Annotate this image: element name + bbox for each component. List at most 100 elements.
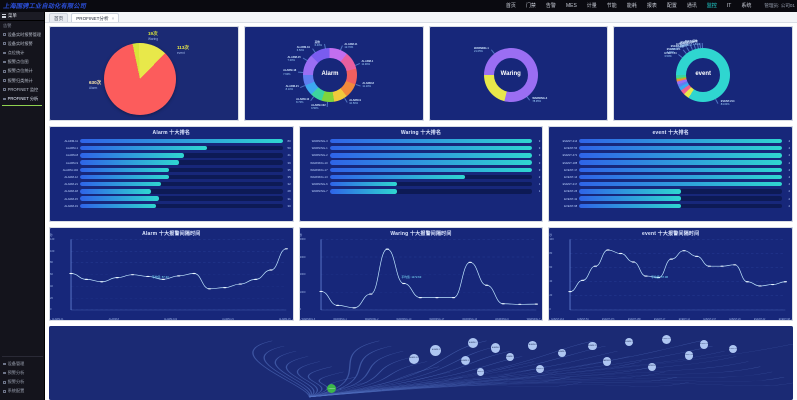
network-node[interactable]: ALARM-19 [625, 338, 634, 347]
bar-value-label: 30 [287, 203, 291, 208]
network-node[interactable]: EVENT-471 [729, 344, 738, 353]
network-node[interactable]: ALARM-15 [587, 341, 597, 351]
bullet-icon [3, 97, 6, 101]
donut-hole [313, 58, 347, 92]
y-axis-unit: 秒 [299, 234, 303, 237]
overall-pie-chart: 19次 Waring 113次 event 630次 Alarm [49, 26, 239, 121]
line-data-point [745, 281, 750, 283]
tab-0[interactable]: 首页 [49, 13, 69, 22]
bar-row: EVENT-14 4 [551, 173, 790, 180]
network-node[interactable]: ALARM-1 [467, 337, 479, 349]
bar-category-label: WARNING-17 [310, 167, 328, 172]
nav-item-4[interactable]: 计量 [586, 3, 597, 9]
sidebar-footer-item-1[interactable]: 预警分析 [0, 368, 45, 377]
waring-top10-title: Waring 十大排名 [400, 129, 442, 136]
network-graph[interactable]: ALARM-1 ALARM-11 ALARM-8 ALARM-9 ALARM-102 AL… [49, 326, 793, 400]
network-node[interactable]: EVENT-188 [684, 351, 694, 360]
nav-item-1[interactable]: 门禁 [525, 3, 536, 9]
close-icon[interactable]: × [111, 16, 115, 21]
donut-slice-label-4: EVENT-17 1.80% [676, 42, 689, 49]
network-node[interactable]: PLC-01 [327, 384, 337, 394]
nav-item-12[interactable]: 系统 [741, 3, 752, 9]
network-node[interactable]: ALARM-9 [528, 340, 537, 350]
sidebar-item-label: 设备实时报警管理 [7, 31, 42, 37]
nav-item-2[interactable]: 告警 [545, 3, 556, 9]
network-node[interactable]: ALARM-18 [558, 348, 567, 357]
nav-item-10[interactable]: 监控 [705, 0, 718, 13]
leader-line-8 [701, 43, 703, 49]
network-node[interactable]: EVENT-17 [536, 364, 545, 373]
bar-fill [329, 146, 533, 151]
nav-item-5[interactable]: 节能 [606, 3, 617, 9]
bar-category-label: WARNING-10 [310, 160, 328, 165]
network-node[interactable]: ALARM-21 [506, 352, 515, 362]
sidebar-item-2[interactable]: 点位统计 [0, 48, 44, 57]
network-node[interactable]: ALARM-102 [408, 353, 419, 364]
bar-category-label: WARNING-13 [310, 175, 328, 180]
network-edge [308, 361, 535, 398]
network-node[interactable]: EVENT-54 [699, 340, 708, 349]
bar-fill [80, 203, 156, 208]
y-tick-label: 100 [50, 249, 55, 253]
bar-category-label: ALARM-8 [65, 153, 78, 158]
nav-item-11[interactable]: IT [726, 3, 732, 9]
network-node[interactable]: ALARM-12 [461, 356, 471, 366]
line-data-point [335, 304, 339, 306]
bar-fill [80, 153, 184, 158]
nav-item-0[interactable]: 首页 [505, 3, 516, 9]
sidebar-item-3[interactable]: 报警点位图 [0, 58, 44, 67]
x-tick-label: EVENT-98 [778, 317, 790, 321]
panel-overall-pie: 19次 Waring 113次 event 630次 Alarm [49, 26, 239, 121]
network-node[interactable]: EVENT-14 [476, 368, 485, 376]
nav-item-8[interactable]: 配置 [666, 3, 677, 9]
sidebar-item-4[interactable]: 报警点位统计 [0, 67, 44, 76]
bar-category-label: ALARM-18 [64, 189, 78, 194]
bar-row: ALARM-21 32 [52, 181, 291, 188]
network-edge [307, 366, 333, 398]
network-node[interactable]: WARNING-3 [602, 357, 612, 366]
hamburger-icon[interactable] [2, 14, 6, 18]
leader-line-1 [354, 62, 360, 65]
tab-label: PROFINET分析 [76, 16, 109, 21]
sidebar-item-0[interactable]: 设备实时报警管理 [0, 30, 44, 39]
sidebar-item-7[interactable]: PROFINET 分析 [0, 94, 44, 103]
network-node[interactable]: WARNING-1 [647, 362, 656, 371]
nav-item-7[interactable]: 报表 [646, 3, 657, 9]
network-node-label: EVENT-54 [699, 343, 708, 346]
tab-1[interactable]: PROFINET分析 × [71, 13, 120, 22]
bar-value-label: 35 [287, 175, 291, 180]
nav-item-3[interactable]: MES [565, 3, 577, 9]
sidebar-footer-item-0[interactable]: 设备管理 [0, 359, 45, 368]
nav-item-9[interactable]: 通讯 [686, 3, 697, 9]
bar-fill [329, 167, 533, 173]
bullet-icon [3, 79, 6, 82]
sidebar-item-1[interactable]: 设备实时报警 [0, 39, 44, 48]
panel-network-graph: ALARM-1 ALARM-11 ALARM-8 ALARM-9 ALARM-102 AL… [49, 326, 793, 400]
line-data-point [581, 279, 585, 281]
donut-center-label: Alarm [321, 71, 339, 77]
nav-item-6[interactable]: 能耗 [626, 3, 637, 9]
donut-slice-label-6: EVENT-217 1.30% [680, 40, 695, 47]
sidebar-footer-item-3[interactable]: 系统配置 [0, 387, 45, 396]
panel-waring-donut: Waring WARNING-3 78.95% WARNING-1 21.05% [428, 26, 609, 121]
bar-category-label: ALARM-11 [64, 139, 78, 144]
sidebar-accent-divider [2, 104, 42, 106]
network-edge [308, 345, 607, 398]
network-node[interactable]: ALARM-8 [490, 343, 501, 353]
leader-line-7 [298, 71, 304, 73]
bar-row: WARNING-13 2 [302, 173, 540, 180]
sidebar-item-5[interactable]: 报警归类统计 [0, 76, 44, 85]
network-node[interactable]: EVENT-214 [661, 334, 672, 344]
sidebar-footer-item-2[interactable]: 报警分析 [0, 378, 45, 387]
line-data-point [484, 284, 489, 286]
network-node[interactable]: ALARM-11 [430, 344, 442, 356]
bar-track [80, 182, 283, 187]
sidebar-header[interactable]: 菜单 [0, 12, 44, 21]
network-node-label: EVENT-188 [684, 354, 694, 357]
line-data-point [161, 278, 166, 280]
bar-fill [329, 182, 398, 187]
bar-fill [579, 138, 783, 144]
sidebar-item-6[interactable]: PROFINET 监控 [0, 85, 44, 94]
alarm-donut-chart: Alarm ALARM-11 12.70% ALARM-1 11.90% ALARM-8 1… [244, 26, 424, 121]
